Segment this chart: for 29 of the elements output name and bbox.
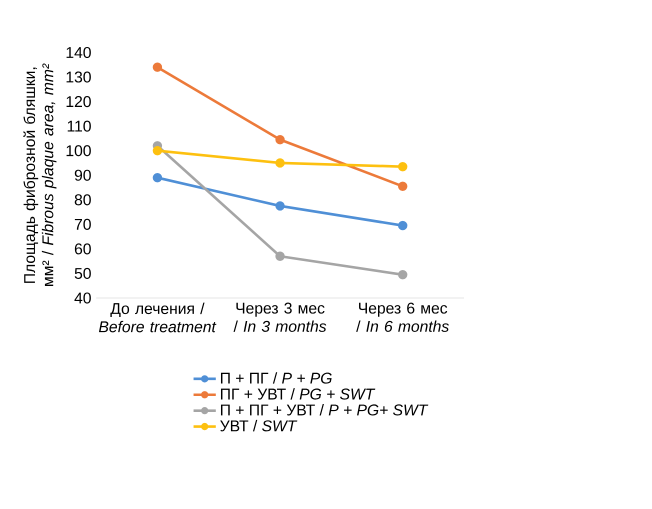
point [275, 251, 285, 261]
legend-label: П + ПГ / P + PG [220, 372, 332, 384]
y-tick-label: 100 [66, 144, 91, 156]
legend-label: УВТ / SWT [220, 420, 298, 432]
point [398, 270, 408, 280]
x-tick-label: До лечения / Before treatment [98, 302, 216, 332]
legend-label: П + ПГ + УВТ / P + PG+ SWT [220, 404, 428, 416]
point [275, 201, 285, 210]
point [275, 134, 285, 144]
y-tick-label: 110 [68, 120, 91, 132]
y-tick-label: 80 [74, 194, 91, 206]
point [398, 162, 408, 172]
point [152, 172, 162, 182]
point [398, 220, 408, 230]
point [152, 62, 162, 72]
point [398, 181, 408, 191]
y-tick-label: 70 [74, 218, 91, 230]
point [152, 146, 162, 156]
point [275, 158, 285, 168]
y-tick-label: 50 [74, 268, 91, 279]
y-tick-label: 90 [74, 170, 91, 181]
x-tick-label: Через 6 мес / In 6 months [356, 302, 449, 332]
y-tick-label: 60 [74, 243, 91, 254]
legend-label: ПГ + УВТ / PG + SWT [220, 388, 376, 400]
y-tick-label: 130 [66, 71, 91, 82]
y-tick-label: 140 [66, 46, 91, 58]
y-tick-label: 40 [74, 292, 91, 304]
y-tick-label: 120 [66, 96, 91, 107]
x-tick-label: Через 3 мес / In 3 months [234, 302, 326, 332]
